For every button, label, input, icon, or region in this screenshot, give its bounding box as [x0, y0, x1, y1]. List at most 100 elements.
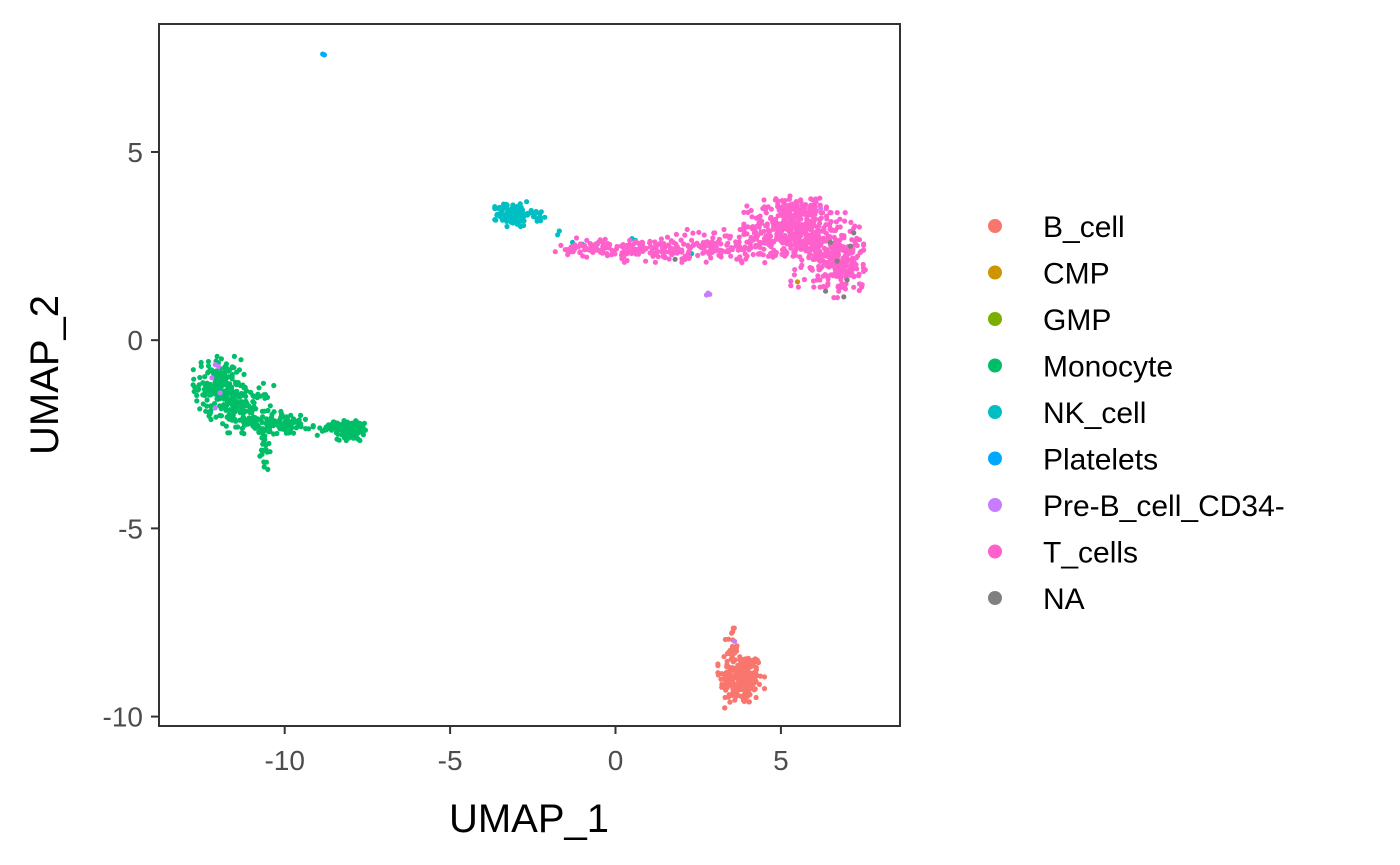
- data-point: [640, 248, 646, 254]
- data-point: [198, 363, 204, 369]
- data-point: [643, 258, 649, 264]
- points-layer: [190, 51, 868, 711]
- data-point: [233, 381, 239, 387]
- legend-key: [988, 591, 1002, 605]
- data-point: [799, 228, 805, 234]
- data-point: [851, 259, 857, 265]
- data-point: [261, 464, 267, 470]
- data-point: [232, 397, 238, 403]
- legend-label: NA: [1043, 583, 1085, 616]
- data-point: [350, 434, 356, 440]
- data-point: [534, 216, 540, 222]
- data-point: [725, 240, 731, 246]
- data-point: [214, 353, 220, 359]
- data-point: [816, 248, 822, 254]
- data-point: [809, 236, 816, 242]
- data-point: [721, 654, 727, 660]
- data-point: [761, 674, 768, 680]
- data-point: [197, 374, 203, 381]
- data-point: [614, 243, 620, 250]
- data-point: [256, 424, 262, 431]
- data-point: [565, 252, 571, 258]
- x-tick-label: -5: [438, 745, 463, 776]
- data-point: [843, 262, 850, 268]
- data-point: [358, 429, 364, 435]
- legend-item: T_cells: [988, 537, 1138, 570]
- data-point: [762, 207, 769, 213]
- data-point: [757, 673, 763, 679]
- data-point: [774, 222, 780, 228]
- legend: B_cell CMP GMP Monocyte NK_cell Platelets Pre-…: [988, 211, 1285, 616]
- data-point: [524, 199, 530, 205]
- data-point: [205, 363, 212, 369]
- data-point: [762, 260, 768, 266]
- data-point: [821, 251, 827, 257]
- data-point: [250, 399, 256, 405]
- data-point: [293, 418, 299, 424]
- data-point: [812, 256, 818, 262]
- data-point: [807, 247, 813, 254]
- data-point: [788, 245, 794, 251]
- data-point: [827, 239, 834, 245]
- data-point: [805, 218, 811, 224]
- data-point: [237, 417, 243, 423]
- legend-item: NA: [988, 583, 1085, 616]
- data-point: [223, 365, 230, 371]
- data-point: [803, 239, 810, 245]
- data-point: [753, 234, 759, 240]
- data-point: [237, 382, 243, 389]
- data-point: [798, 264, 804, 270]
- data-point: [788, 230, 794, 236]
- data-point: [817, 202, 823, 208]
- data-point: [262, 408, 268, 414]
- data-point: [670, 239, 676, 245]
- y-tick-label: -5: [118, 513, 143, 544]
- data-point: [729, 692, 736, 699]
- data-point: [744, 693, 751, 700]
- data-point: [856, 287, 862, 294]
- data-point: [711, 230, 717, 236]
- data-point: [209, 375, 215, 381]
- data-point: [591, 245, 597, 251]
- data-point: [661, 243, 667, 249]
- data-point: [761, 236, 768, 242]
- data-point: [761, 228, 767, 234]
- data-point: [851, 230, 857, 236]
- data-point: [200, 401, 206, 407]
- data-point: [748, 207, 754, 214]
- data-point: [834, 210, 840, 216]
- data-point: [573, 235, 580, 241]
- data-point: [776, 236, 782, 242]
- data-point: [773, 216, 779, 222]
- data-point: [733, 239, 739, 245]
- data-point: [190, 382, 196, 388]
- data-point: [738, 666, 744, 672]
- data-point: [824, 216, 830, 222]
- data-point: [208, 407, 214, 413]
- data-point: [666, 256, 672, 262]
- data-point: [229, 417, 235, 423]
- data-point: [269, 411, 275, 417]
- data-point: [223, 395, 229, 402]
- data-point: [845, 248, 852, 254]
- data-point: [807, 265, 813, 271]
- data-point: [497, 211, 504, 217]
- data-point: [707, 240, 713, 247]
- data-point: [749, 226, 756, 232]
- data-point: [808, 227, 814, 233]
- x-tick-label: -10: [264, 745, 304, 776]
- data-point: [722, 677, 729, 683]
- data-point: [197, 406, 203, 412]
- data-point: [753, 694, 759, 701]
- data-point: [241, 431, 247, 437]
- data-point: [794, 279, 801, 285]
- data-point: [827, 226, 833, 232]
- y-tick-label: -10: [103, 702, 143, 733]
- data-point: [788, 283, 794, 289]
- data-point: [310, 423, 316, 429]
- data-point: [784, 226, 790, 232]
- data-point: [755, 660, 762, 666]
- data-point: [690, 242, 696, 248]
- data-point: [661, 247, 667, 253]
- data-point: [786, 196, 793, 202]
